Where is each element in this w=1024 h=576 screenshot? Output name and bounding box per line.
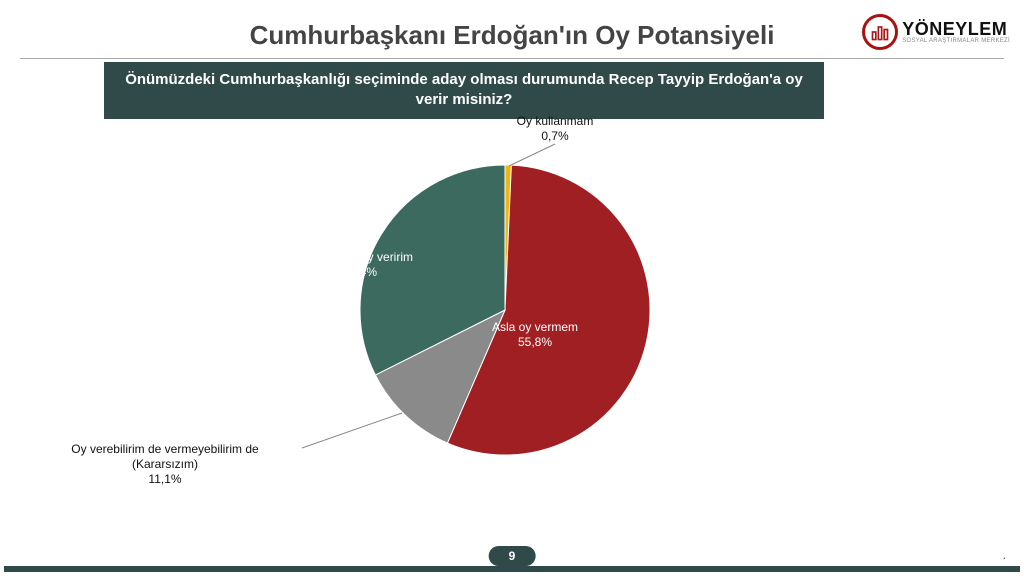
footer-dot: . [1003,548,1006,562]
slide-page: Cumhurbaşkanı Erdoğan'ın Oy Potansiyeli … [0,0,1024,576]
page-number-badge: 9 [489,546,536,566]
header-divider [20,58,1004,59]
brand-logo-text: YÖNEYLEM SOSYAL ARAŞTIRMALAR MERKEZİ [902,20,1010,44]
brand-logo: YÖNEYLEM SOSYAL ARAŞTIRMALAR MERKEZİ [862,14,1010,50]
pie-chart-area: Oy kullanmam0,7%Asla oy vermem55,8%Oy ve… [0,120,1024,540]
brand-logo-main: YÖNEYLEM [902,20,1010,38]
brand-logo-sub: SOSYAL ARAŞTIRMALAR MERKEZİ [902,38,1010,44]
survey-question: Önümüzdeki Cumhurbaşkanlığı seçiminde ad… [104,62,824,119]
pie-chart [0,120,1024,540]
brand-logo-icon [862,14,898,50]
footer-bar [4,566,1020,572]
